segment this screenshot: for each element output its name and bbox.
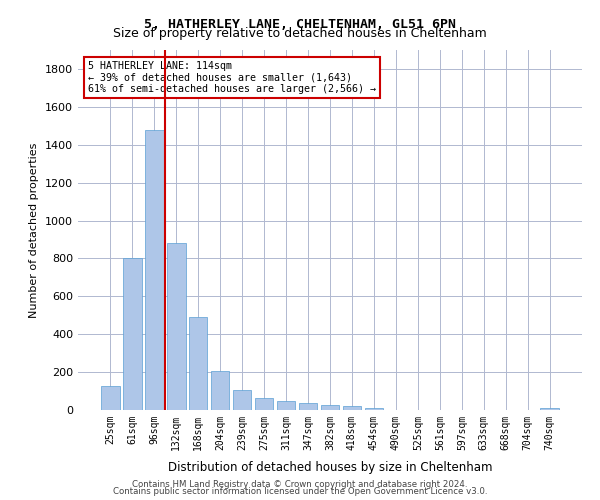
Bar bbox=[167, 244, 185, 410]
Text: 5, HATHERLEY LANE, CHELTENHAM, GL51 6PN: 5, HATHERLEY LANE, CHELTENHAM, GL51 6PN bbox=[144, 18, 456, 30]
Text: Contains public sector information licensed under the Open Government Licence v3: Contains public sector information licen… bbox=[113, 487, 487, 496]
Text: 5 HATHERLEY LANE: 114sqm
← 39% of detached houses are smaller (1,643)
61% of sem: 5 HATHERLEY LANE: 114sqm ← 39% of detach… bbox=[88, 61, 376, 94]
Bar bbox=[101, 386, 119, 410]
Bar bbox=[211, 371, 229, 410]
Bar bbox=[255, 398, 274, 410]
Y-axis label: Number of detached properties: Number of detached properties bbox=[29, 142, 40, 318]
Bar bbox=[123, 258, 142, 410]
Bar bbox=[541, 408, 559, 410]
Bar bbox=[277, 402, 295, 410]
Bar bbox=[365, 408, 383, 410]
Bar bbox=[320, 406, 340, 410]
Bar bbox=[145, 130, 164, 410]
X-axis label: Distribution of detached houses by size in Cheltenham: Distribution of detached houses by size … bbox=[168, 461, 492, 474]
Bar bbox=[233, 390, 251, 410]
Bar bbox=[189, 317, 208, 410]
Text: Size of property relative to detached houses in Cheltenham: Size of property relative to detached ho… bbox=[113, 28, 487, 40]
Text: Contains HM Land Registry data © Crown copyright and database right 2024.: Contains HM Land Registry data © Crown c… bbox=[132, 480, 468, 489]
Bar bbox=[343, 406, 361, 410]
Bar bbox=[299, 404, 317, 410]
